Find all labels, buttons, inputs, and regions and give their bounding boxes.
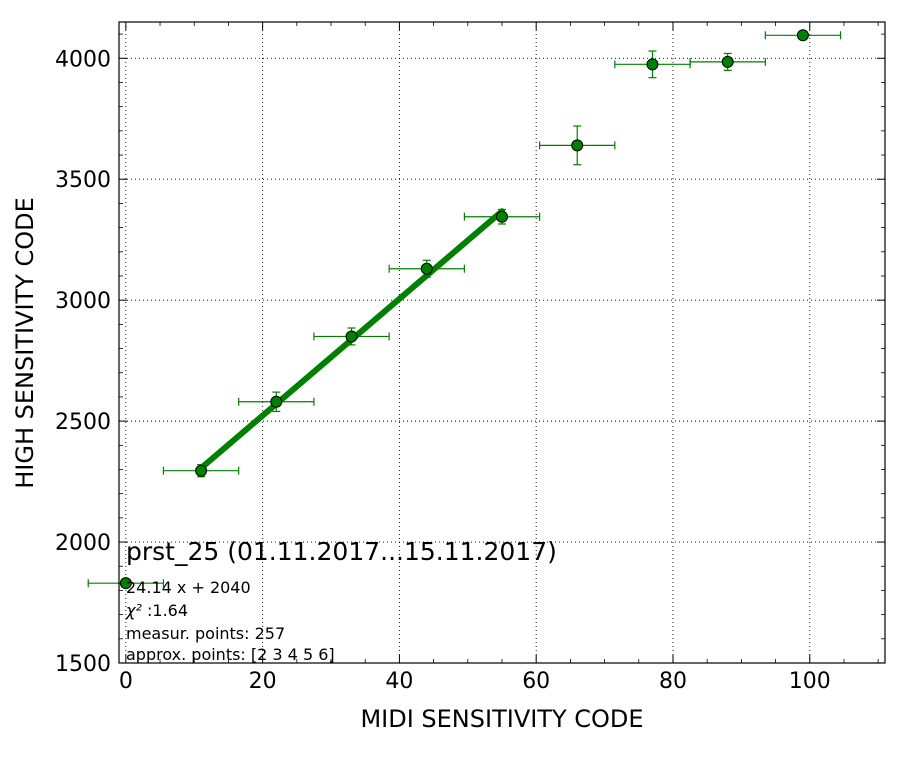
data-point [721,55,734,68]
x-tick-label: 20 [249,669,277,694]
data-point [195,464,208,477]
data-point [270,395,283,408]
y-tick-label: 3500 [55,168,111,193]
x-tick-labels: 0 20 40 60 80 100 [119,669,831,694]
y-tick-label: 4000 [55,47,111,72]
data-points [119,29,809,590]
annotation-title: prst_25 (01.11.2017...15.11.2017) [126,537,557,566]
x-tick-label: 0 [119,669,133,694]
grid [119,22,885,664]
x-tick-label: 80 [659,669,687,694]
annotation-measur-points: measur. points: 257 [126,624,285,643]
data-point [496,210,508,223]
data-point [420,262,433,275]
data-point [796,29,809,42]
annotation-chi2-symbol: χ² [125,601,142,620]
plot-background [119,22,885,663]
annotation-equation: 24.14 x + 2040 [126,578,251,597]
y-axis-label: HIGH SENSITIVITY CODE [11,197,39,489]
annotation-approx-points: approx. points: [2 3 4 5 6] [126,645,335,664]
annotation: prst_25 (01.11.2017...15.11.2017) 24.14 … [125,537,557,664]
y-tick-labels: 1500 2000 2500 3000 3500 4000 [55,47,111,677]
data-point [119,577,132,590]
y-tick-label: 2000 [55,531,111,556]
data-point [345,330,358,343]
x-axis-label: MIDI SENSITIVITY CODE [360,705,643,733]
plot-frame [118,21,886,664]
annotation-chi2-value: :1.64 [147,601,188,620]
x-tick-label: 60 [522,669,550,694]
y-tick-label: 2500 [55,410,111,435]
data-point [646,58,659,71]
minor-ticks [119,22,885,663]
y-tick-label: 1500 [55,652,111,677]
x-tick-label: 100 [789,669,831,694]
data-point [571,139,584,152]
x-tick-label: 40 [385,669,413,694]
y-tick-label: 3000 [55,289,111,314]
